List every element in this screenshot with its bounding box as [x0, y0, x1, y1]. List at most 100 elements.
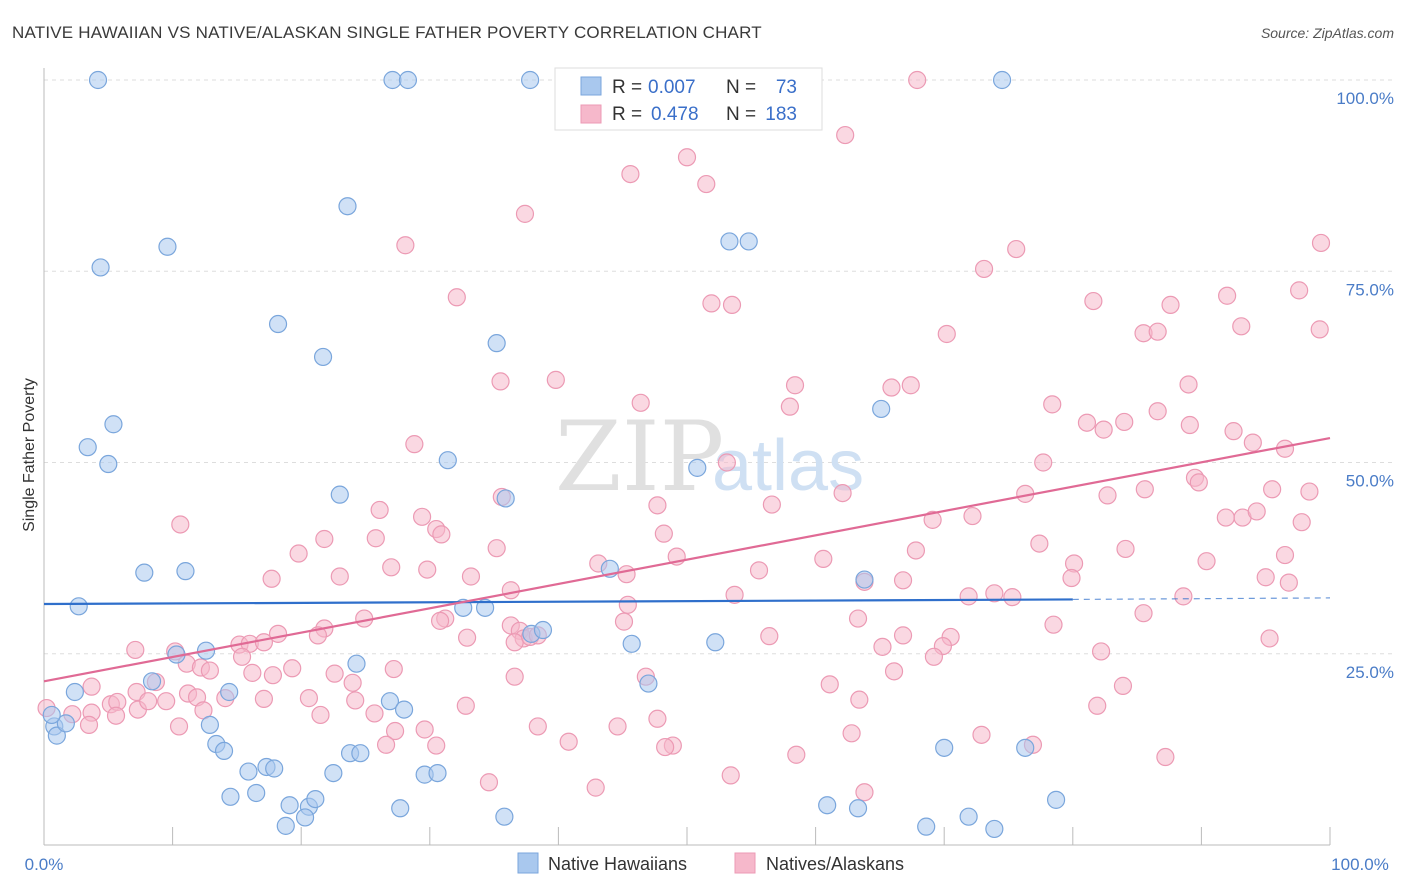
native-hawaiians-point-31 [706, 633, 725, 652]
natives-alaskans-point-94 [1003, 588, 1022, 607]
natives-alaskans-point-95 [1174, 587, 1193, 606]
native-hawaiians-point-16 [438, 451, 457, 470]
native-hawaiians-point-20 [872, 399, 891, 419]
natives-alaskans-point-37 [1180, 415, 1199, 435]
natives-alaskans-point-34 [1094, 420, 1113, 439]
native-hawaiians-point-61 [306, 789, 325, 809]
natives-alaskans-point-66 [366, 529, 385, 548]
native-hawaiians-point-56 [428, 763, 447, 783]
native-hawaiians-point-15 [99, 454, 118, 474]
natives-alaskans-point-62 [1247, 502, 1266, 521]
native-hawaiians-point-64 [818, 796, 837, 815]
natives-alaskans-point-150 [157, 692, 176, 711]
native-hawaiians-point-10 [268, 314, 288, 334]
natives-alaskans-point-21 [1310, 320, 1329, 339]
native-hawaiians-point-71 [985, 819, 1004, 839]
trend-lines [43, 436, 1331, 683]
native-hawaiians-point-63 [495, 807, 514, 826]
natives-alaskans-point-143 [884, 662, 904, 681]
legend-bottom-label-pink: Natives/Alaskans [766, 854, 904, 874]
native-hawaiians-point-6 [158, 237, 177, 256]
legend-top-n-label-2: N = [726, 104, 756, 125]
natives-alaskans-point-164 [169, 717, 189, 736]
natives-alaskans-point-121 [505, 633, 524, 652]
legend-bottom: Native Hawaiians Natives/Alaskans [517, 852, 904, 874]
natives-alaskans-point-77 [418, 560, 437, 579]
natives-alaskans-point-26 [901, 376, 920, 395]
natives-alaskans-point-162 [79, 715, 99, 734]
natives-alaskans-point-6 [396, 236, 415, 255]
natives-alaskans-point-50 [1135, 480, 1154, 499]
natives-alaskans-point-1 [836, 125, 855, 145]
native-hawaiians-point-68 [276, 816, 295, 835]
native-hawaiians-point-21 [135, 563, 154, 582]
natives-alaskans-point-49 [1098, 486, 1117, 505]
series-native-hawaiians-points [42, 70, 1066, 839]
natives-alaskans-point-45 [648, 496, 667, 515]
natives-alaskans-point-180 [1156, 747, 1175, 767]
natives-alaskans-point-9 [1311, 233, 1331, 253]
natives-alaskans-point-155 [299, 689, 319, 708]
y-tick-label-1: 50.0% [1346, 472, 1394, 491]
natives-alaskans-point-120 [384, 659, 403, 679]
natives-alaskans-point-63 [1292, 513, 1311, 532]
natives-alaskans-point-59 [963, 506, 982, 526]
trend-line-natives-alaskans [43, 436, 1331, 683]
native-hawaiians-point-54 [324, 763, 343, 783]
natives-alaskans-point-89 [330, 567, 349, 586]
natives-alaskans-point-17 [937, 324, 956, 344]
natives-alaskans-point-86 [1256, 568, 1275, 587]
natives-alaskans-point-74 [1275, 545, 1295, 565]
natives-alaskans-point-184 [586, 778, 605, 797]
natives-alaskans-point-12 [722, 295, 742, 315]
natives-alaskans-point-92 [959, 587, 978, 606]
natives-alaskans-point-0 [908, 70, 927, 90]
native-hawaiians-point-53 [265, 759, 284, 778]
native-hawaiians-point-3 [521, 70, 540, 90]
natives-alaskans-point-84 [893, 571, 913, 590]
native-hawaiians-point-17 [330, 485, 349, 504]
natives-alaskans-point-11 [702, 294, 721, 313]
native-hawaiians-point-51 [239, 762, 258, 781]
natives-alaskans-point-149 [139, 692, 158, 711]
native-hawaiians-point-48 [639, 674, 658, 693]
native-hawaiians-point-19 [688, 458, 707, 477]
x-tick-label-0: 0.0% [25, 855, 64, 874]
natives-alaskans-point-139 [343, 673, 362, 692]
natives-alaskans-point-78 [461, 567, 481, 586]
native-hawaiians-point-18 [496, 489, 515, 508]
legend-top-r-label-2: R = [612, 104, 642, 125]
natives-alaskans-point-53 [370, 500, 389, 520]
native-hawaiians-point-8 [739, 232, 758, 251]
natives-alaskans-point-29 [780, 397, 799, 416]
chart-source: Source: ZipAtlas.com [1261, 25, 1394, 41]
native-hawaiians-point-9 [91, 258, 110, 277]
natives-alaskans-point-142 [820, 675, 839, 694]
y-axis-label: Single Father Poverty [21, 378, 38, 532]
natives-alaskans-point-56 [432, 525, 451, 544]
natives-alaskans-point-88 [262, 569, 281, 588]
natives-alaskans-point-57 [654, 524, 673, 543]
natives-alaskans-point-30 [1043, 395, 1062, 414]
native-hawaiians-point-2 [398, 70, 418, 90]
natives-alaskans-point-38 [1243, 433, 1262, 452]
native-hawaiians-point-62 [391, 799, 410, 818]
grid-lines [44, 79, 1394, 655]
native-hawaiians-point-7 [720, 232, 739, 251]
natives-alaskans-point-98 [848, 609, 868, 628]
y-tick-label-2: 75.0% [1346, 280, 1394, 299]
natives-alaskans-point-174 [376, 735, 396, 754]
natives-alaskans-point-113 [1260, 629, 1279, 648]
natives-alaskans-point-97 [618, 595, 637, 614]
native-hawaiians-point-4 [992, 70, 1012, 90]
natives-alaskans-point-23 [546, 370, 565, 389]
x-tick-label-100: 100.0% [1331, 855, 1389, 874]
natives-alaskans-point-168 [415, 720, 434, 739]
native-hawaiians-point-1 [383, 70, 402, 90]
natives-alaskans-point-31 [1115, 412, 1134, 432]
native-hawaiians-point-70 [917, 817, 936, 836]
natives-alaskans-point-181 [656, 737, 675, 757]
native-hawaiians-point-32 [855, 570, 874, 589]
natives-alaskans-point-20 [1232, 317, 1251, 336]
